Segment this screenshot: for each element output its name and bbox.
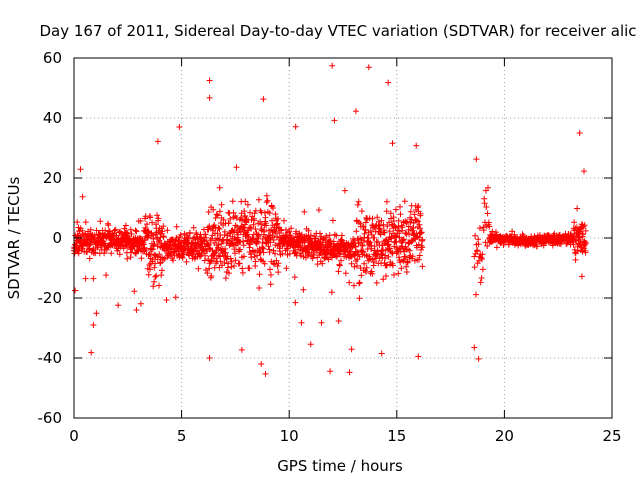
x-tick-label: 20: [495, 427, 514, 445]
chart-title: Day 167 of 2011, Sidereal Day-to-day VTE…: [39, 22, 636, 40]
axis-ticks: 0 5 10 15 20 25 -60 -40 -20 0 20 40 60: [38, 49, 622, 445]
x-tick-label: 10: [280, 427, 299, 445]
grid-lines: [74, 58, 612, 418]
y-tick-label: 40: [43, 109, 62, 127]
x-tick-label: 5: [177, 427, 187, 445]
data-point-markers: [71, 62, 589, 377]
y-axis-label: SDTVAR / TECUs: [5, 176, 23, 299]
y-tick-label: -40: [38, 349, 63, 367]
x-tick-label: 15: [387, 427, 406, 445]
x-tick-label: 0: [69, 427, 79, 445]
y-tick-label: 0: [52, 229, 62, 247]
y-tick-label: 20: [43, 169, 62, 187]
y-tick-label: 60: [43, 49, 62, 67]
y-tick-label: -20: [38, 289, 63, 307]
x-tick-label: 25: [602, 427, 621, 445]
x-axis-label: GPS time / hours: [277, 457, 403, 475]
y-tick-label: -60: [38, 409, 63, 427]
data-points: [71, 62, 589, 377]
